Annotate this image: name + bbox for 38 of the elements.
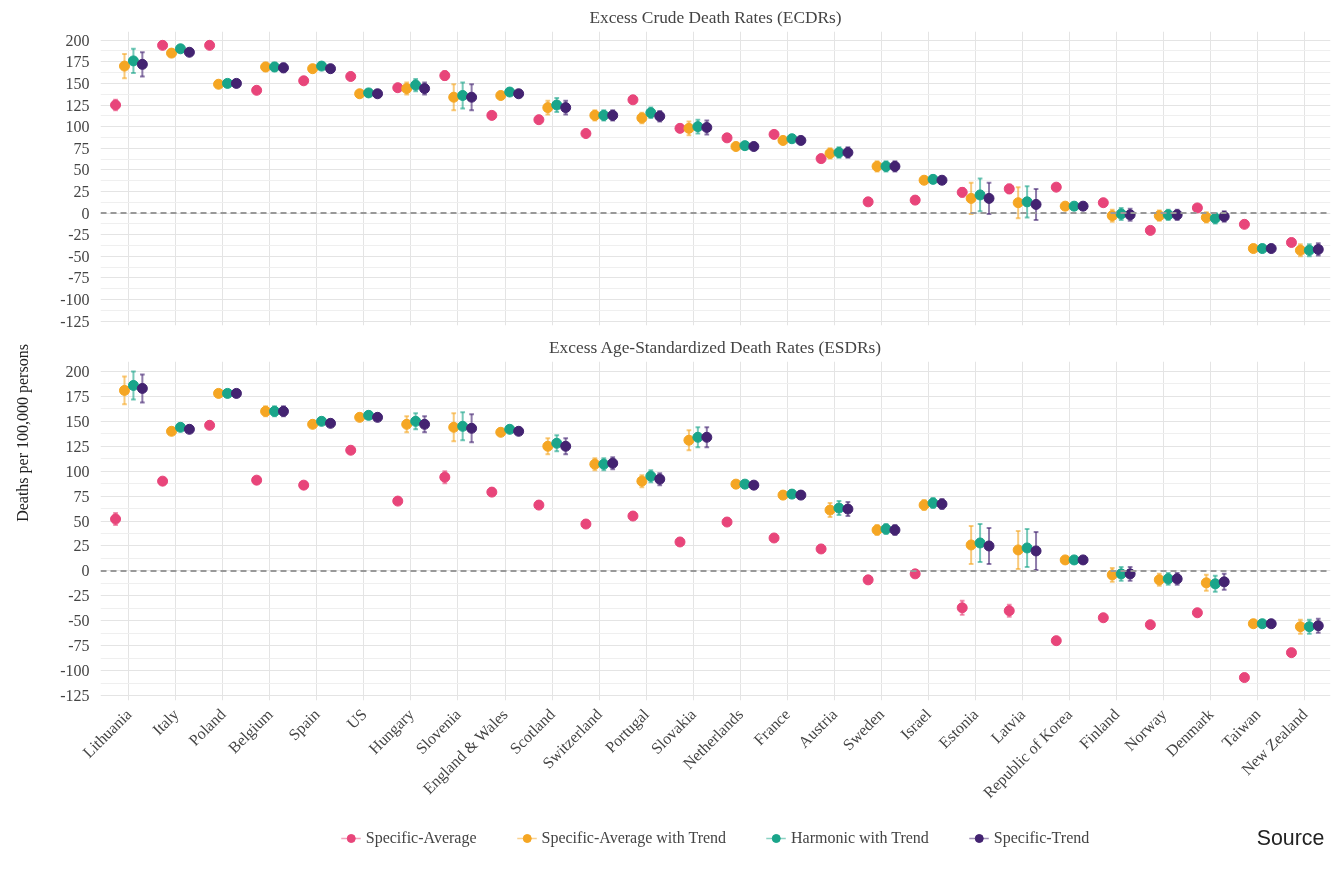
y-tick-label: 25: [73, 182, 90, 200]
y-tick-label: 175: [65, 53, 90, 71]
y-tick-label: -50: [68, 612, 90, 630]
y-tick-label: 0: [81, 204, 90, 222]
category-label: US: [343, 705, 370, 732]
y-tick-label: 50: [73, 161, 90, 179]
legend-label: Specific-Average with Trend: [541, 828, 727, 847]
y-tick-label: -75: [68, 269, 90, 287]
y-tick-label: -50: [68, 247, 90, 265]
y-tick-label: -25: [68, 226, 90, 244]
y-tick-label: -100: [60, 291, 90, 309]
y-tick-label: 150: [65, 412, 90, 430]
chart-title: Excess Crude Death Rates (ECDRs): [589, 7, 842, 27]
y-tick-label: 75: [73, 487, 90, 505]
y-tick-label: 75: [73, 139, 90, 157]
y-tick-label: -75: [68, 637, 90, 655]
y-tick-label: 125: [65, 437, 90, 455]
y-tick-label: 100: [65, 118, 90, 136]
y-tick-label: -125: [60, 312, 90, 330]
y-tick-label: 200: [65, 362, 90, 380]
y-axis-title: Deaths per 100,000 persons: [14, 344, 32, 522]
legend-label: Harmonic with Trend: [791, 828, 929, 847]
y-tick-label: -25: [68, 587, 90, 605]
text: Source: [1256, 826, 1325, 850]
y-tick-label: 125: [65, 96, 90, 114]
y-tick-label: 150: [65, 74, 90, 92]
category-label: Italy: [149, 705, 182, 739]
y-tick-label: -100: [60, 662, 90, 680]
chart-title: Excess Age-Standardized Death Rates (ESDRs): [549, 337, 882, 357]
y-tick-label: 50: [73, 512, 90, 530]
legend-label: Specific-Trend: [993, 828, 1090, 847]
y-tick-label: 200: [65, 31, 90, 49]
y-tick-label: 25: [73, 537, 90, 555]
legend-label: Specific-Average: [365, 828, 477, 847]
y-tick-label: 175: [65, 387, 90, 405]
y-tick-label: 100: [65, 462, 90, 480]
y-tick-label: -125: [60, 687, 90, 705]
y-tick-label: 0: [81, 562, 90, 580]
